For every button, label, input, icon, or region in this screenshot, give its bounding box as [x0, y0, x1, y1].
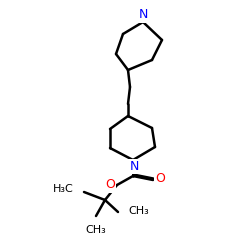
Text: N: N — [138, 8, 148, 22]
Text: H₃C: H₃C — [53, 184, 74, 194]
Text: O: O — [155, 172, 165, 186]
Text: O: O — [105, 178, 115, 192]
Text: CH₃: CH₃ — [86, 225, 106, 235]
Text: N: N — [129, 160, 139, 172]
Text: CH₃: CH₃ — [128, 206, 149, 216]
